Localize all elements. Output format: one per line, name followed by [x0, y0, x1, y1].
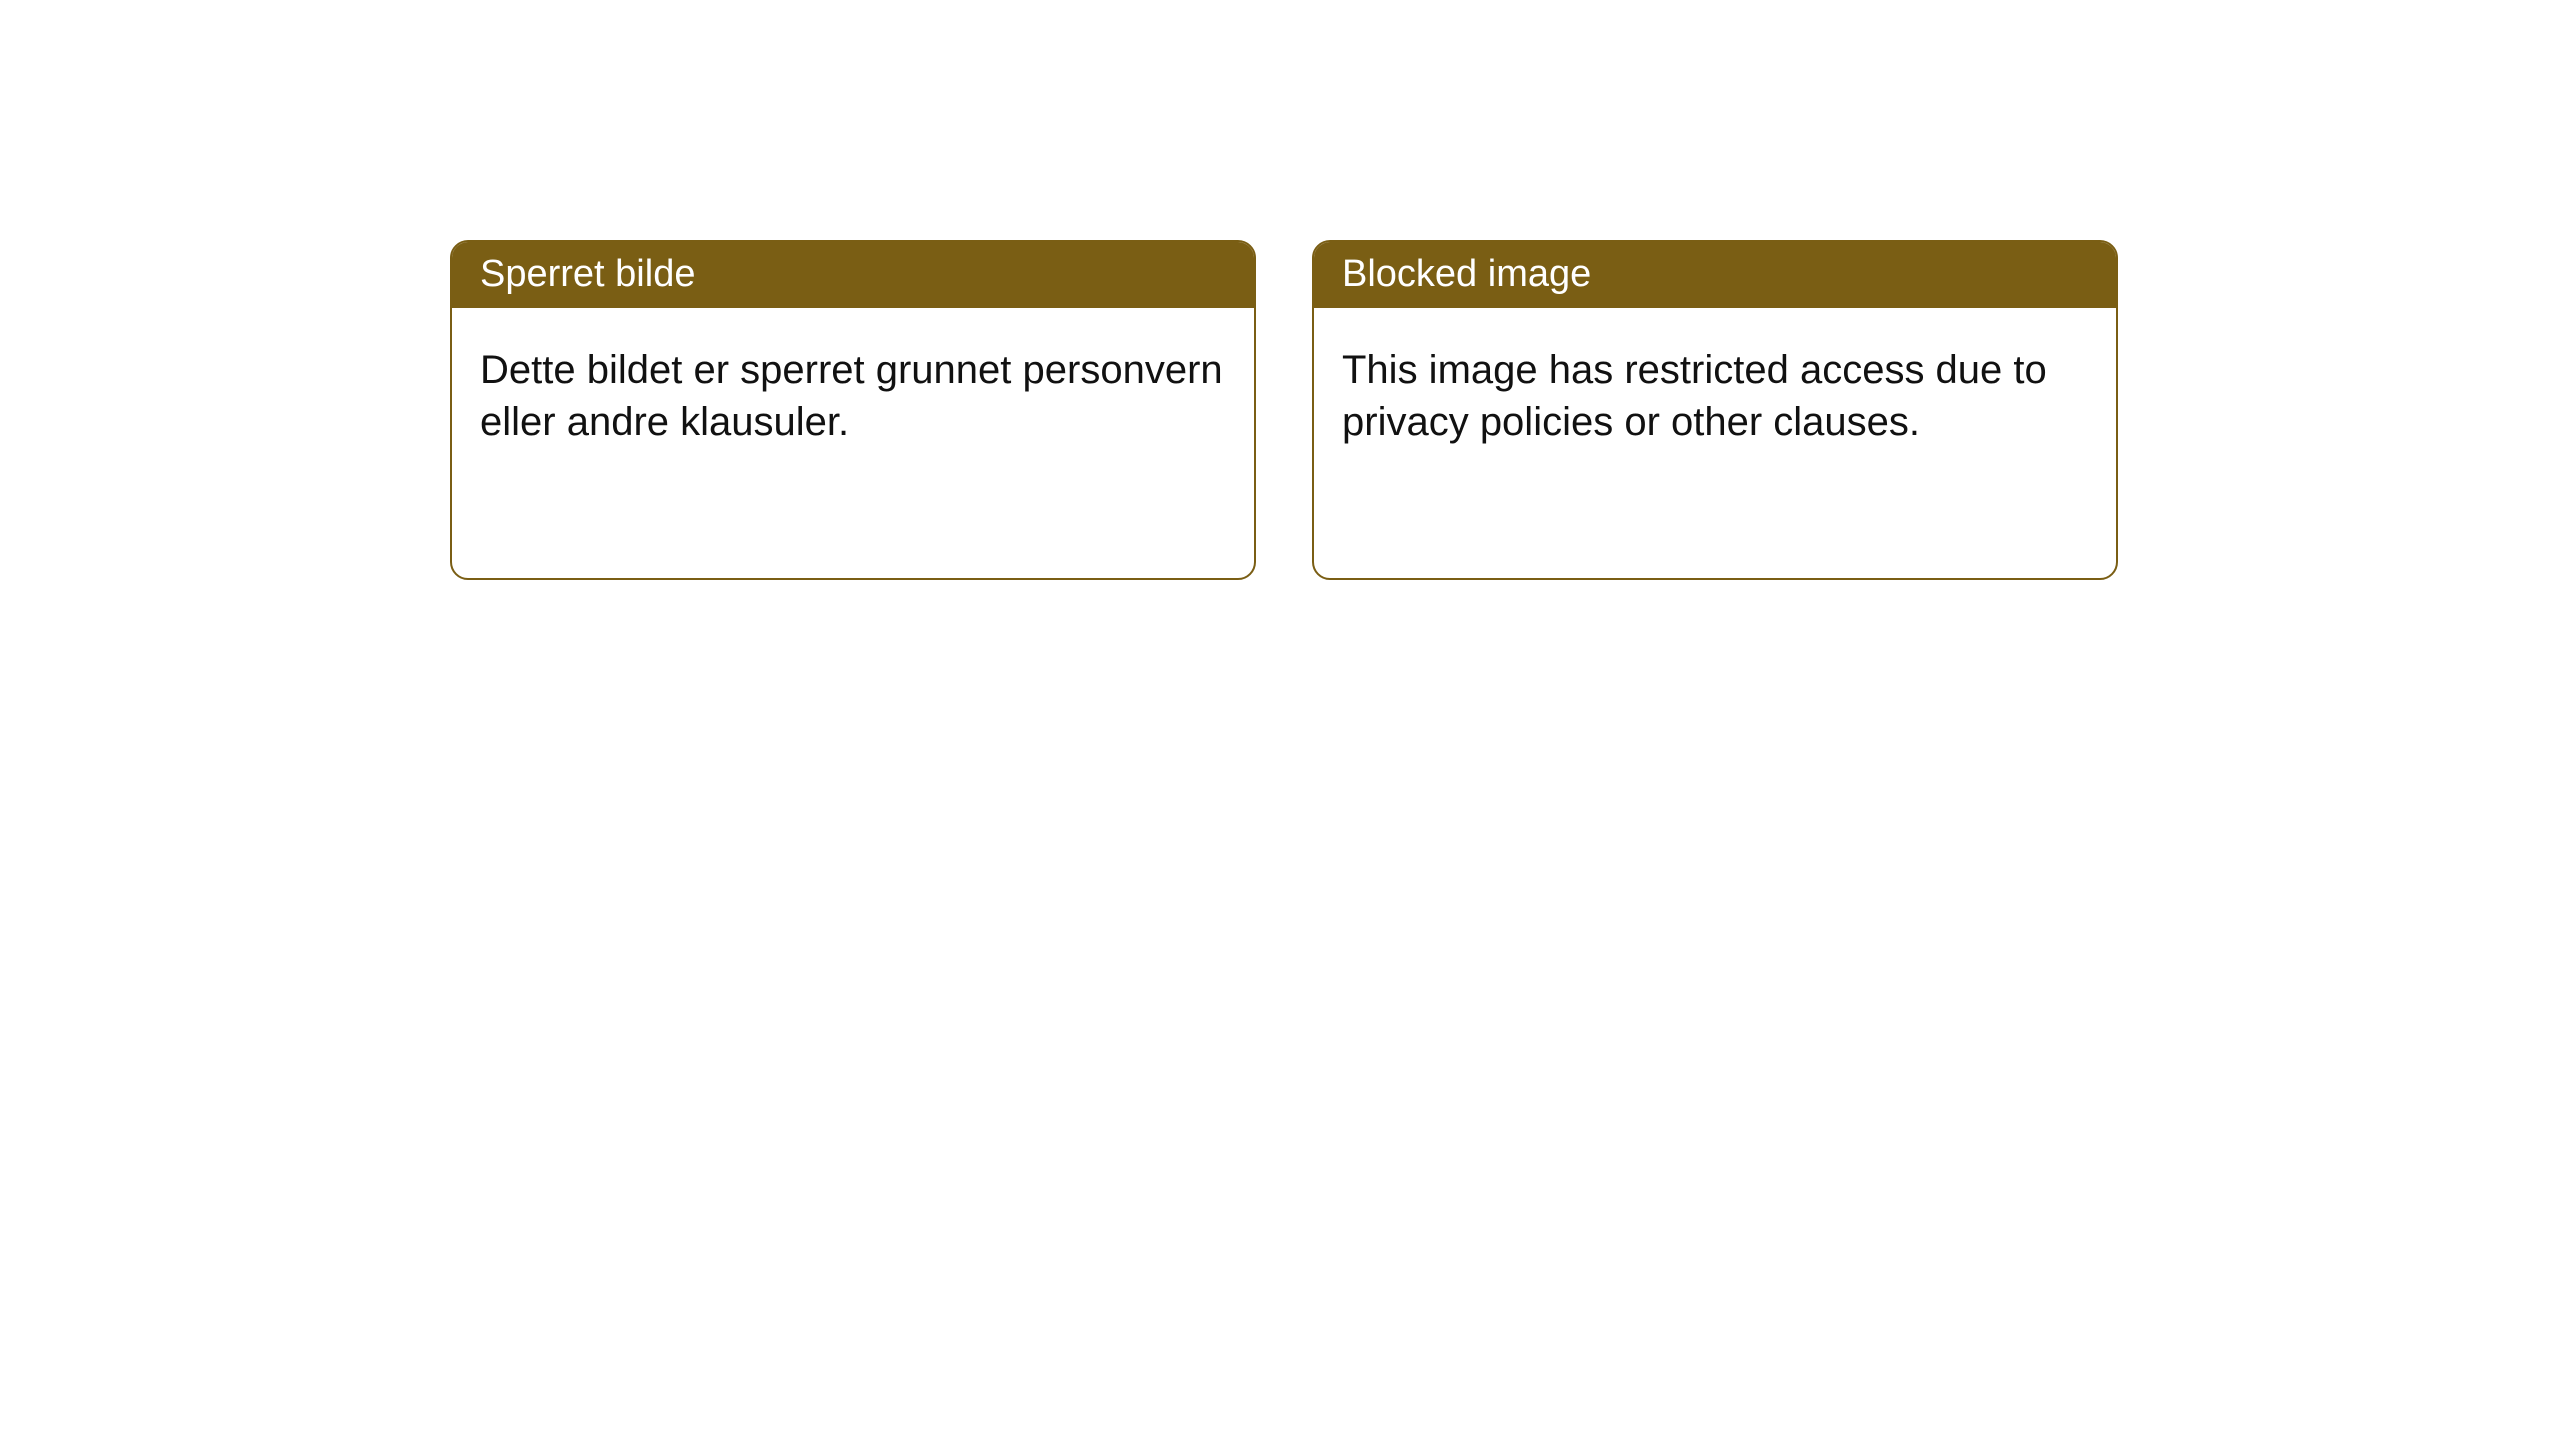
notice-title-norwegian: Sperret bilde: [452, 242, 1254, 308]
notice-body-english: This image has restricted access due to …: [1314, 308, 2116, 484]
notice-container: Sperret bilde Dette bildet er sperret gr…: [450, 240, 2118, 580]
notice-box-norwegian: Sperret bilde Dette bildet er sperret gr…: [450, 240, 1256, 580]
notice-box-english: Blocked image This image has restricted …: [1312, 240, 2118, 580]
notice-title-english: Blocked image: [1314, 242, 2116, 308]
notice-body-norwegian: Dette bildet er sperret grunnet personve…: [452, 308, 1254, 484]
